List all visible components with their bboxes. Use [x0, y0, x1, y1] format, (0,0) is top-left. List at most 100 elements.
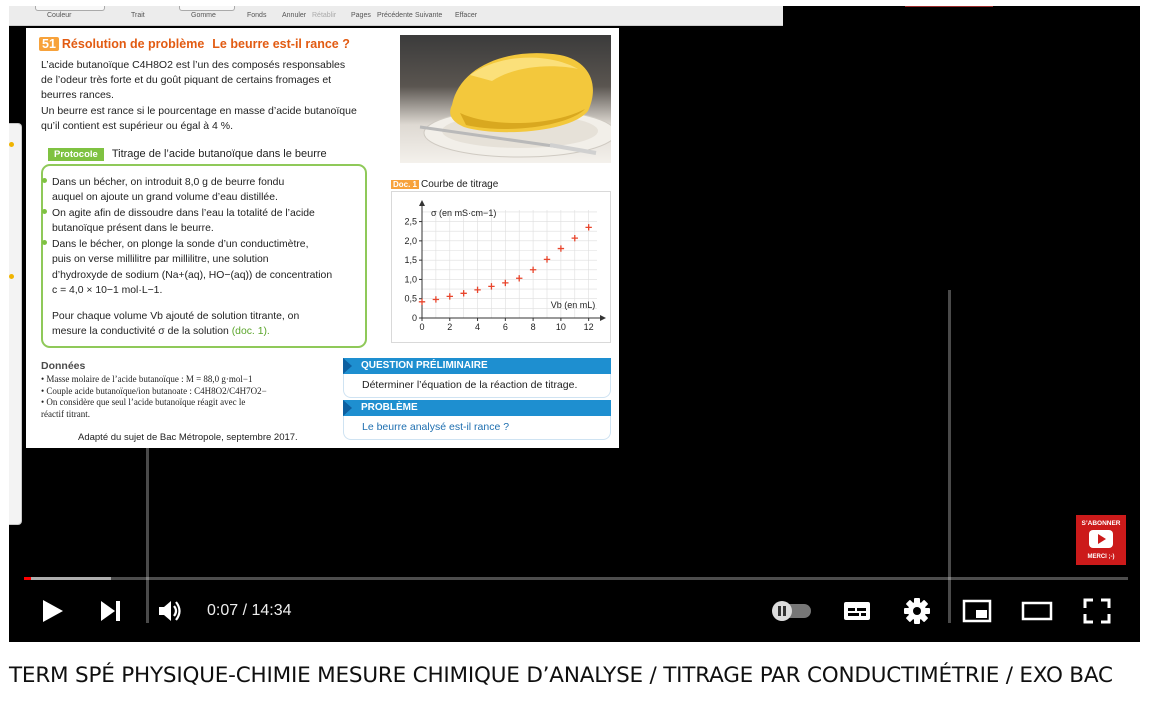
miniplayer-button[interactable] [961, 596, 993, 626]
data-point [502, 279, 509, 287]
preliminary-question-text: Déterminer l’équation de la réaction de … [343, 374, 611, 398]
x-axis-arrow-icon [600, 315, 606, 321]
bullet-icon [42, 240, 47, 245]
gear-icon [904, 598, 930, 624]
toolbar-redo[interactable]: Rétablir [312, 12, 337, 19]
settings-button[interactable] [902, 596, 932, 626]
divider [905, 6, 993, 7]
toolbar-previous[interactable]: Précédente [377, 12, 413, 19]
data-list: • Masse molaire de l’acide butanoïque : … [41, 374, 331, 420]
board-frame-line [948, 290, 951, 623]
video-player[interactable]: Couleur Trait Gomme Fonds Annuler Rétabl… [9, 6, 1140, 642]
miniplayer-icon [962, 599, 992, 623]
thanks-label: MERCI ;-) [1087, 554, 1115, 560]
data-point [571, 234, 578, 242]
data-point [557, 245, 565, 252]
intro-line: Un beurre est rance si le pourcentage en… [41, 104, 357, 117]
toolbar-undo[interactable]: Annuler [282, 12, 307, 19]
next-button[interactable] [98, 596, 124, 626]
skip-next-icon [101, 601, 120, 621]
toolbar-button-frame[interactable] [179, 6, 235, 11]
butter-illustration [419, 53, 611, 158]
bullet-line: puis on verse millilitre par millilitre,… [52, 254, 269, 266]
exercise-heading: Résolution de problème [61, 37, 205, 51]
theater-mode-icon [1021, 601, 1053, 621]
butter-photo [400, 35, 611, 163]
instruction-line: Pour chaque volume Vb ajouté de solution… [52, 311, 300, 322]
whiteboard-side-panel[interactable] [9, 123, 22, 525]
toolbar-stroke[interactable]: Trait [131, 12, 145, 19]
x-axis-label: Vb (en mL) [551, 300, 596, 310]
protocol-bullet: Dans un bécher, on introduit 8,0 g de be… [42, 175, 357, 206]
intro-text: L’acide butanoïque C4H8O2 est l’un des c… [41, 58, 379, 134]
play-button[interactable] [40, 596, 66, 626]
x-tick-label: 0 [419, 322, 424, 332]
chart-caption-text: Courbe de titrage [421, 179, 499, 190]
progress-bar[interactable] [24, 577, 1128, 580]
exercise-subheading: Le beurre est-il rance ? [212, 37, 350, 51]
problem-heading: PROBLÈME [343, 400, 611, 416]
data-point [432, 296, 440, 303]
data-point [474, 286, 481, 294]
fullscreen-icon [1083, 598, 1111, 624]
data-item: réactif titrant. [41, 408, 90, 419]
toolbar-backgrounds[interactable]: Fonds [247, 12, 267, 19]
board-frame-line [146, 448, 149, 623]
autoplay-toggle[interactable] [769, 596, 815, 626]
y-tick-label: 0 [412, 313, 417, 323]
toolbar-pages[interactable]: Pages [351, 12, 371, 19]
x-tick-label: 10 [556, 322, 566, 332]
data-heading: Données [41, 360, 86, 372]
toolbar-next[interactable]: Suivante [415, 12, 443, 19]
x-tick-label: 2 [447, 322, 452, 332]
autoplay-toggle-icon [772, 601, 811, 621]
toolbar-button-frame[interactable] [35, 6, 105, 11]
doc-tag: Doc. 1 [391, 180, 420, 189]
intro-line: qu’il contient est supérieur ou égal à 4… [41, 119, 234, 132]
subscribe-watermark[interactable]: S’ABONNER MERCI ;-) [1076, 515, 1126, 565]
bullet-line: d’hydroxyde de sodium (Na+(aq), HO−(aq))… [52, 269, 333, 281]
toolbar-clear[interactable]: Effacer [455, 12, 478, 19]
subtitles-button[interactable] [841, 596, 873, 626]
subscribe-label: S’ABONNER [1081, 520, 1121, 527]
protocol-heading: Protocole Titrage de l’acide butanoïque d… [48, 148, 327, 161]
bullet-icon [42, 178, 47, 183]
intro-line: beurres rances. [41, 89, 114, 102]
data-item: • Masse molaire de l’acide butanoïque : … [41, 374, 253, 384]
play-icon [43, 600, 63, 622]
data-point [543, 256, 551, 263]
source-note: Adapté du sujet de Bac Métropole, septem… [78, 432, 298, 443]
protocol-bullet: Dans le bécher, on plonge la sonde d’un … [42, 237, 357, 299]
volume-icon [159, 601, 181, 621]
bullet-line: butanoïque présent dans le beurre. [52, 223, 214, 235]
titration-chart-svg: 0 2 4 6 8 10 12 0 0,5 1,0 1,5 2,0 2,5 σ (en mS·cm−1)… [404, 200, 606, 332]
bullet-line: auquel on ajoute un grand volume d’eau d… [52, 192, 278, 204]
titration-chart: 0 2 4 6 8 10 12 0 0,5 1,0 1,5 2,0 2,5 σ (en mS·cm−1)… [391, 191, 611, 343]
data-point [446, 293, 453, 300]
youtube-play-icon [1089, 530, 1113, 548]
y-tick-label: 2,0 [404, 236, 417, 246]
fullscreen-button[interactable] [1081, 596, 1113, 626]
protocol-title: Titrage de l’acide butanoïque dans le be… [111, 148, 327, 160]
instruction-line: mesure la conductivité σ de la solution [52, 326, 229, 338]
preliminary-question-heading: QUESTION PRÉLIMINAIRE [343, 358, 611, 374]
protocol-tag: Protocole [48, 148, 104, 161]
bullet-icon [42, 209, 47, 214]
data-point [460, 290, 467, 297]
problem-text: Le beurre analysé est-il rance ? [343, 416, 611, 440]
theater-mode-button[interactable] [1021, 596, 1053, 626]
data-point [529, 266, 537, 273]
data-point [516, 275, 523, 282]
video-title[interactable]: TERM SPÉ PHYSIQUE-CHIMIE MESURE CHIMIQUE… [9, 663, 1113, 688]
chart-caption: Doc. 1 Courbe de titrage [391, 179, 498, 190]
toolbar-colour[interactable]: Couleur [47, 12, 72, 19]
mute-button[interactable] [156, 596, 184, 626]
y-tick-label: 1,5 [404, 255, 417, 265]
whiteboard-toolbar: Couleur Trait Gomme Fonds Annuler Rétabl… [9, 6, 783, 26]
x-tick-label: 8 [531, 322, 536, 332]
data-item: • On considère que seul l’acide butanoïq… [41, 397, 246, 408]
intro-line: L’acide butanoïque C4H8O2 est l’un des c… [41, 59, 346, 71]
subtitles-icon [844, 602, 870, 620]
doc-reference: (doc. 1). [231, 326, 270, 338]
toolbar-eraser[interactable]: Gomme [191, 12, 216, 19]
